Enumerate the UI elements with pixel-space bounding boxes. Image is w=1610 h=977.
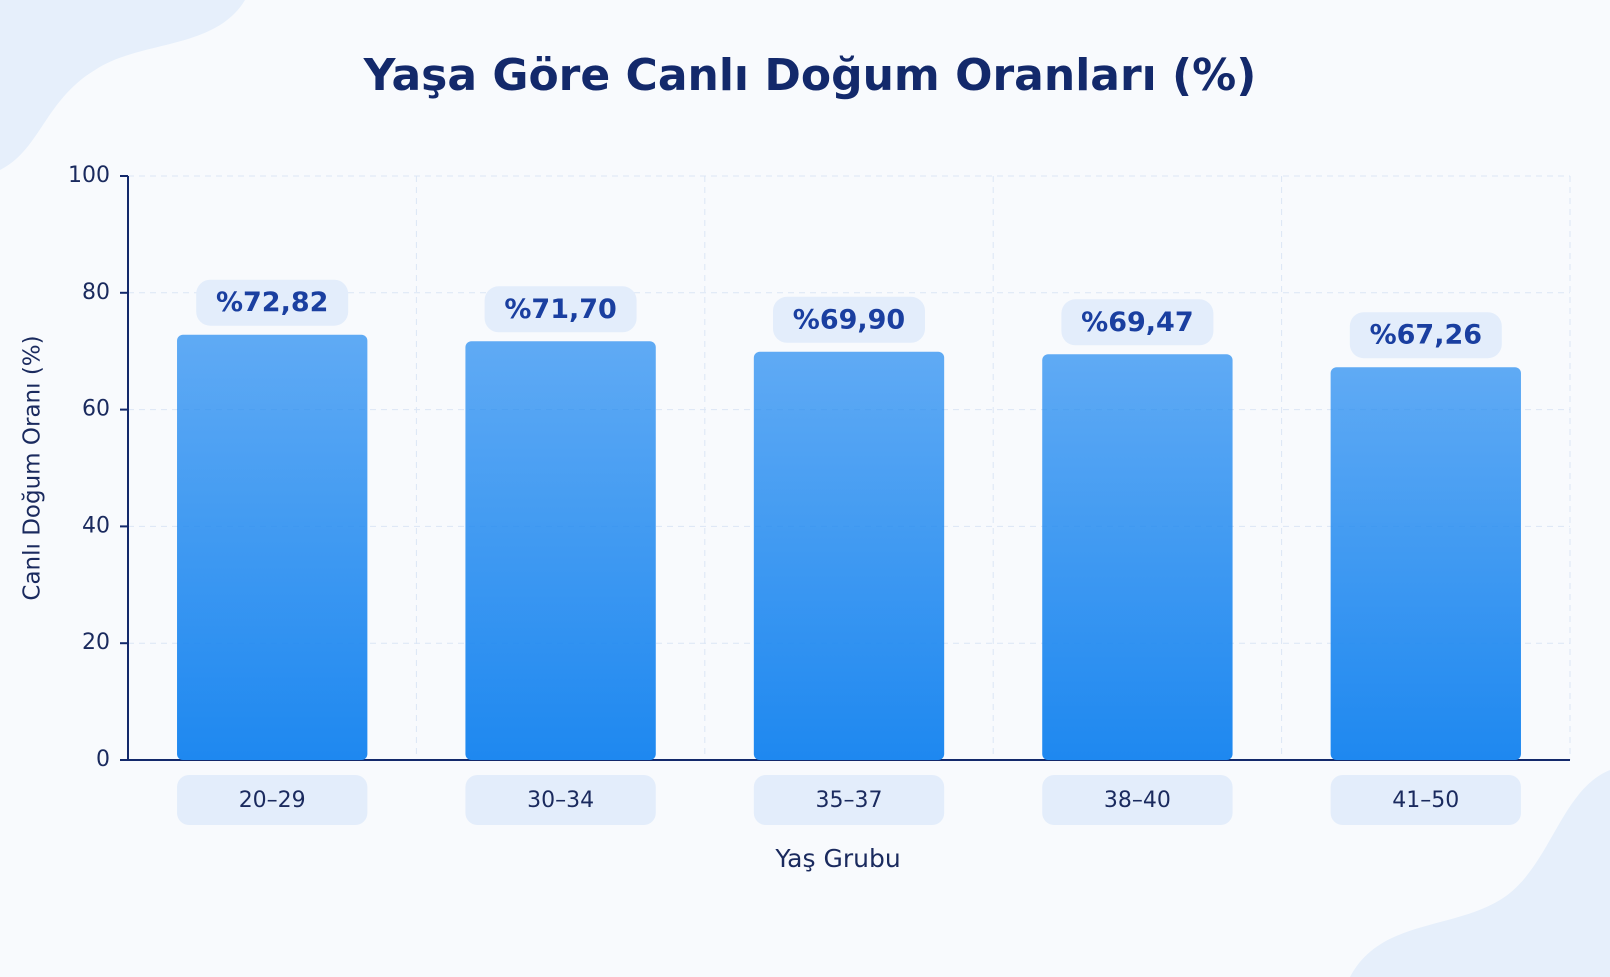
value-label-pill [196, 279, 349, 326]
x-tick-label: 41–50 [1392, 788, 1459, 813]
value-label-pill [484, 286, 637, 333]
x-tick-label: 20–29 [239, 788, 306, 813]
bar [1330, 367, 1521, 760]
y-axis-title: Canlı Doğum Oranı (%) [20, 335, 46, 600]
value-label-pill [773, 296, 925, 343]
chart-title: Yaşa Göre Canlı Doğum Oranları (%) [363, 50, 1257, 101]
grid: 0 20 40 60 80 100 [68, 163, 1571, 772]
x-tick-label: 30–34 [527, 788, 594, 813]
x-tick-label: 35–37 [816, 788, 883, 813]
x-label-pill [465, 775, 656, 825]
x-label-pill [753, 775, 945, 825]
bar [465, 341, 656, 760]
value-label: %67,26 [1370, 320, 1482, 351]
y-tick-label: 40 [82, 513, 110, 538]
decor-blob [1350, 770, 1610, 977]
bar [753, 351, 945, 760]
y-tick-label: 20 [82, 630, 110, 655]
value-label-pill [1349, 312, 1502, 359]
value-label: %69,90 [793, 304, 905, 335]
bar [177, 334, 368, 760]
y-tick-label: 0 [96, 747, 110, 772]
bar [1042, 354, 1233, 760]
decor-blob [0, 0, 245, 170]
value-label-pill [1061, 299, 1214, 346]
value-label: %71,70 [504, 294, 616, 325]
y-tick-label: 80 [82, 280, 110, 305]
y-tick-label: 100 [68, 163, 110, 188]
x-axis-title: Yaş Grubu [774, 844, 900, 873]
value-label: %69,47 [1081, 307, 1193, 338]
value-label: %72,82 [216, 287, 328, 318]
x-label-pill [177, 775, 368, 825]
x-tick-label: 38–40 [1104, 788, 1171, 813]
x-label-pill [1330, 775, 1521, 825]
y-tick-label: 60 [82, 397, 110, 422]
x-label-pill [1042, 775, 1233, 825]
marks: 20–29 %72,82 30–34 %71,70 35–37 %69,90 38–40 %6… [177, 279, 1521, 825]
